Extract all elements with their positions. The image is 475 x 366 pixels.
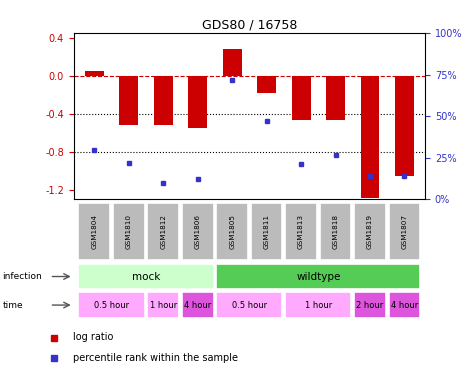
Text: mock: mock [132,272,160,281]
Bar [154,76,173,125]
FancyBboxPatch shape [78,202,110,261]
FancyBboxPatch shape [320,202,352,261]
Bar [361,76,380,198]
Text: GSM1819: GSM1819 [367,214,373,249]
Text: GSM1811: GSM1811 [264,214,270,249]
Text: wildtype: wildtype [296,272,341,281]
FancyBboxPatch shape [285,292,352,318]
Text: GSM1818: GSM1818 [332,214,339,249]
FancyBboxPatch shape [285,202,317,261]
Bar [395,76,414,176]
FancyBboxPatch shape [389,292,420,318]
Text: 0.5 hour: 0.5 hour [94,300,129,310]
FancyBboxPatch shape [354,292,386,318]
Text: percentile rank within the sample: percentile rank within the sample [73,352,238,362]
FancyBboxPatch shape [216,292,283,318]
Text: GSM1804: GSM1804 [91,214,97,249]
Text: 1 hour: 1 hour [150,300,177,310]
Text: GSM1805: GSM1805 [229,214,235,249]
FancyBboxPatch shape [216,264,420,289]
FancyBboxPatch shape [147,292,179,318]
FancyBboxPatch shape [78,264,214,289]
Text: log ratio: log ratio [73,332,113,342]
FancyBboxPatch shape [251,202,283,261]
Text: GSM1810: GSM1810 [126,214,132,249]
Bar [119,76,138,125]
Text: GSM1806: GSM1806 [195,214,200,249]
Bar [223,49,242,76]
Text: 1 hour: 1 hour [304,300,332,310]
Bar [326,76,345,120]
Bar [257,76,276,93]
Text: 2 hour: 2 hour [356,300,384,310]
Bar [188,76,207,128]
FancyBboxPatch shape [182,292,214,318]
Text: GSM1812: GSM1812 [160,214,166,249]
FancyBboxPatch shape [78,292,144,318]
FancyBboxPatch shape [147,202,179,261]
Text: infection: infection [2,272,42,281]
Text: GSM1807: GSM1807 [401,214,408,249]
Bar [85,71,104,76]
Bar [292,76,311,120]
Text: 4 hour: 4 hour [391,300,418,310]
Title: GDS80 / 16758: GDS80 / 16758 [202,19,297,32]
FancyBboxPatch shape [389,202,420,261]
Text: 4 hour: 4 hour [184,300,211,310]
FancyBboxPatch shape [354,202,386,261]
Text: time: time [2,300,23,310]
Text: 0.5 hour: 0.5 hour [232,300,267,310]
Text: GSM1813: GSM1813 [298,214,304,249]
FancyBboxPatch shape [182,202,214,261]
FancyBboxPatch shape [216,202,248,261]
FancyBboxPatch shape [113,202,144,261]
